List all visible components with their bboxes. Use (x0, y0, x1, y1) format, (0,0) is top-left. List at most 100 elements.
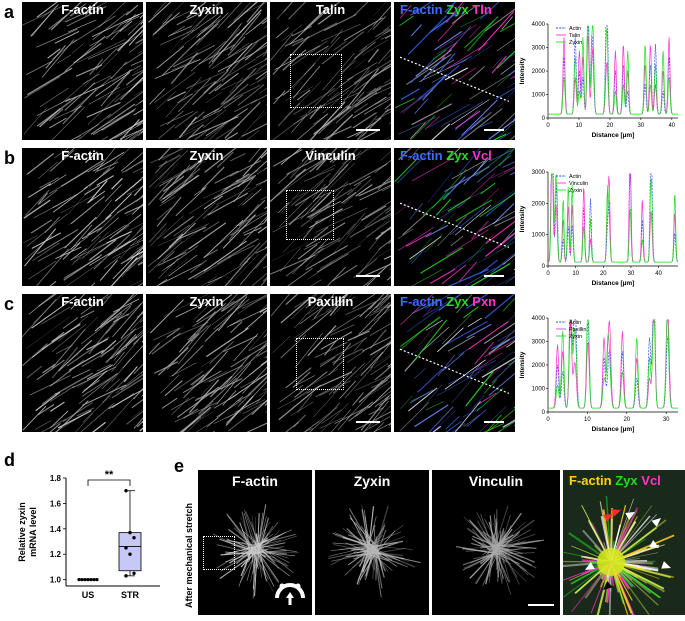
fiber-stroke (411, 269, 443, 286)
fiber-stroke (245, 411, 267, 432)
fiber-stroke (214, 84, 248, 112)
fiber-stroke (72, 367, 116, 388)
fiber-stroke (179, 117, 196, 138)
merge-title-e: F-actin Zyx Vcl (569, 470, 661, 492)
fiber-stroke (72, 236, 101, 265)
fiber-stroke (455, 205, 491, 235)
micrograph-a-zyxin: Zyxin (146, 2, 267, 140)
fiber-stroke (90, 422, 106, 432)
fiber-stroke (104, 258, 138, 286)
fiber-stroke (71, 225, 92, 250)
micrograph-c-factin: F-actin (22, 294, 143, 432)
fiber-stroke (311, 262, 333, 277)
fiber-stroke (91, 104, 135, 134)
us-data-point (95, 578, 98, 581)
fiber-stroke (502, 156, 515, 167)
fiber-stroke (510, 157, 515, 175)
zoom-region-box (203, 536, 235, 570)
y-tick-label: 1.8 (50, 474, 62, 483)
fiber-stroke (85, 317, 98, 330)
fiber-stroke (487, 352, 513, 373)
fiber-stroke (331, 325, 355, 335)
micrograph-c-zyxin: Zyxin (146, 294, 267, 432)
fiber-stroke (448, 197, 471, 211)
fiber-stroke (410, 203, 423, 219)
fiber-stroke (161, 375, 180, 393)
zoom-region-box (286, 190, 334, 240)
x-axis-label: Distance [µm] (592, 132, 635, 139)
fiber-stroke (141, 345, 143, 373)
fiber-stroke (103, 397, 134, 432)
fiber-stroke (179, 334, 196, 353)
title-b-vinculin: Vinculin (270, 148, 391, 164)
fiber-stroke (234, 334, 258, 361)
title-a-talin: Talin (270, 2, 391, 18)
panel-label-a: a (4, 2, 14, 23)
fiber-stroke (443, 322, 487, 346)
scale-bar (484, 275, 504, 277)
fiber-stroke (292, 244, 323, 274)
legend-label: Zyxin (569, 40, 582, 46)
fiber-stroke (406, 233, 431, 247)
fiber-stroke (320, 121, 344, 140)
fiber-stroke (158, 348, 188, 376)
us-data-point (80, 578, 83, 581)
micrograph-a-merge: F-actin Zyx Tln (394, 2, 515, 140)
fiber-stroke (157, 197, 181, 226)
micrograph-a-talin: Talin (270, 2, 391, 140)
micrograph-c-paxillin: Paxillin (270, 294, 391, 432)
fiber-stroke (454, 56, 471, 65)
merge-label-zyx: Zyx (446, 2, 468, 17)
fiber-stroke (52, 347, 77, 378)
fiber-stroke (137, 272, 143, 286)
fiber-stroke (491, 157, 515, 178)
title-a-factin: F-actin (22, 2, 143, 18)
fiber-stroke (22, 344, 47, 366)
y-tick-label: 1.4 (50, 525, 62, 534)
fiber-stroke (412, 104, 452, 125)
fiber-stroke (451, 99, 489, 124)
fiber-stroke (495, 548, 505, 549)
fiber-stroke (395, 202, 411, 215)
y-axis-label: Intensity (519, 57, 526, 84)
fiber-stroke (68, 208, 91, 225)
fiber-stroke (209, 84, 221, 94)
fiber-stroke (25, 77, 60, 98)
fiber-stroke (194, 257, 231, 279)
fiber-stroke (255, 27, 267, 51)
fiber-stroke (473, 353, 502, 372)
fiber-stroke (57, 124, 99, 140)
y-axis-label-line: Relative zyxin (17, 502, 27, 562)
fiber-stroke (354, 59, 366, 69)
fiber-stroke (426, 225, 448, 237)
fiber-stroke (27, 214, 68, 247)
fiber-stroke (279, 387, 319, 420)
fiber-stroke (411, 25, 421, 36)
y-tick-label: 4000 (532, 22, 546, 28)
fiber-stroke (191, 41, 226, 71)
fiber-stroke (472, 396, 484, 410)
fiber-stroke (276, 28, 288, 38)
fiber-stroke (292, 26, 312, 36)
fiber-stroke (27, 366, 42, 378)
fiber-stroke (152, 326, 184, 348)
merge-label-actin: F-actin (400, 294, 443, 309)
cell-center (597, 548, 625, 576)
fiber-stroke (389, 57, 391, 95)
fiber-stroke (398, 229, 413, 239)
fiber-stroke (179, 125, 203, 140)
fiber-stroke (356, 118, 382, 136)
fiber-stroke (167, 111, 184, 125)
fiber-stroke (82, 114, 111, 137)
fiber-stroke (514, 412, 515, 425)
fiber-stroke (388, 354, 391, 367)
y-tick-label: 3000 (532, 340, 546, 346)
fiber-stroke (505, 273, 515, 283)
fiber-stroke (259, 66, 267, 94)
fiber-stroke (188, 110, 222, 126)
fiber-stroke (389, 112, 391, 125)
fiber-stroke (368, 49, 378, 62)
fiber-stroke (227, 319, 241, 327)
